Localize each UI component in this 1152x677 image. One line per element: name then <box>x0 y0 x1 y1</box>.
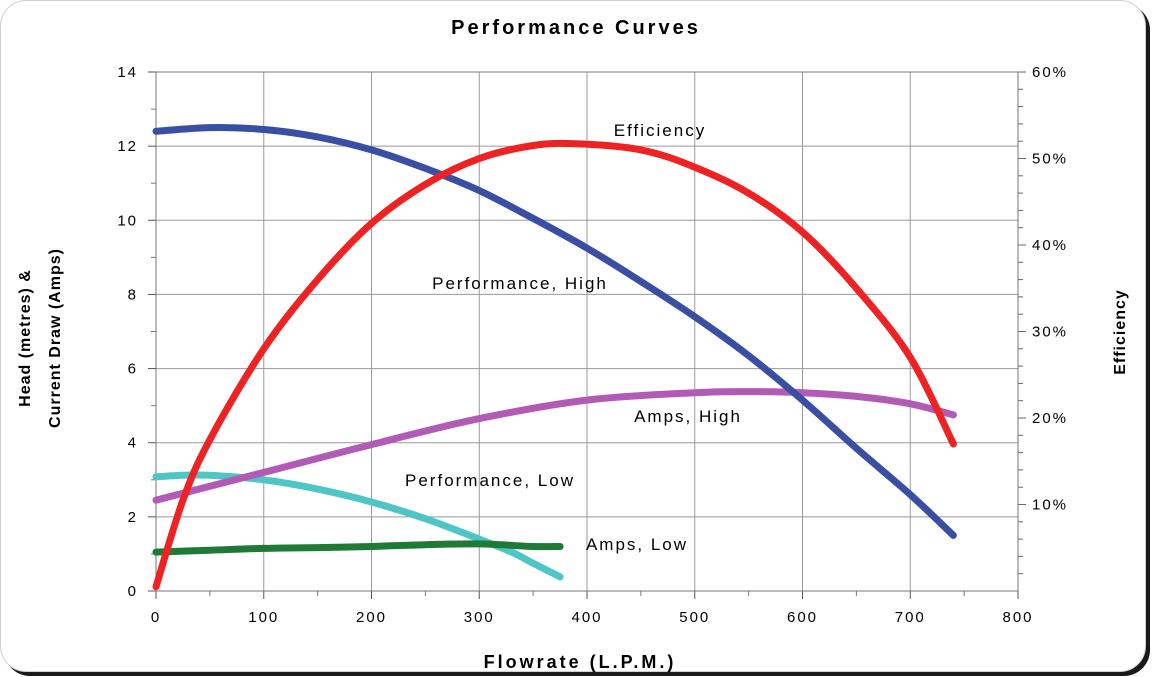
y-tick-label: 10 <box>117 212 138 229</box>
series-line-performance-high <box>152 124 957 539</box>
x-tick-label: 300 <box>464 609 495 626</box>
y-tick-label: 14 <box>117 64 138 81</box>
y-axis-title-line2: Current Draw (Amps) <box>47 248 64 428</box>
x-axis-title: Flowrate (L.P.M.) <box>484 652 677 672</box>
y2-tick-label: 60% <box>1032 64 1068 81</box>
y2-tick-label: 50% <box>1032 151 1068 168</box>
y2-tick-label: 40% <box>1032 237 1068 254</box>
chart-title: Performance Curves <box>451 17 701 39</box>
grid <box>156 71 1019 591</box>
labels-layer: Efficiency Performance, High Amps, High Per… <box>405 121 742 554</box>
y-tick-label: 6 <box>128 361 138 378</box>
x-tick-label: 500 <box>679 609 710 626</box>
x-tick-label: 100 <box>248 609 279 626</box>
series-label-performance-low: Performance, Low <box>405 471 575 490</box>
y-tick-label: 0 <box>128 583 138 600</box>
x-tick-label: 800 <box>1002 609 1033 626</box>
y-tick-label: 4 <box>128 435 138 452</box>
series-line-performance-low <box>152 471 564 581</box>
x-tick-label: 0 <box>151 609 161 626</box>
series-line-efficiency <box>152 139 957 591</box>
series-label-amps-low: Amps, Low <box>586 535 688 554</box>
series-layer <box>152 124 957 591</box>
x-tick-label: 200 <box>356 609 387 626</box>
y2-tick-label: 30% <box>1032 324 1068 341</box>
y-axis-title-line1: Head (metres) & <box>17 269 34 407</box>
x-tick-label: 600 <box>787 609 818 626</box>
series-label-performance-high: Performance, High <box>432 274 608 293</box>
y2-tick-label: 20% <box>1032 410 1068 427</box>
series-line-amps-low <box>152 540 564 556</box>
x-tick-label: 700 <box>895 609 926 626</box>
plot-border <box>155 71 1019 592</box>
series-line-amps-high <box>152 388 957 504</box>
y-tick-label: 8 <box>128 286 138 303</box>
series-label-efficiency: Efficiency <box>614 121 706 140</box>
series-label-amps-high: Amps, High <box>634 407 742 426</box>
axes: 0 100 200 300 400 500 600 700 800 0 2 4 6 8 10 12 14 10% 2… <box>117 64 1068 626</box>
y-tick-label: 2 <box>128 509 138 526</box>
y2-tick-label: 10% <box>1032 497 1068 514</box>
x-tick-label: 400 <box>571 609 602 626</box>
y2-axis-title: Efficiency <box>1112 289 1129 375</box>
y-tick-label: 12 <box>117 138 138 155</box>
